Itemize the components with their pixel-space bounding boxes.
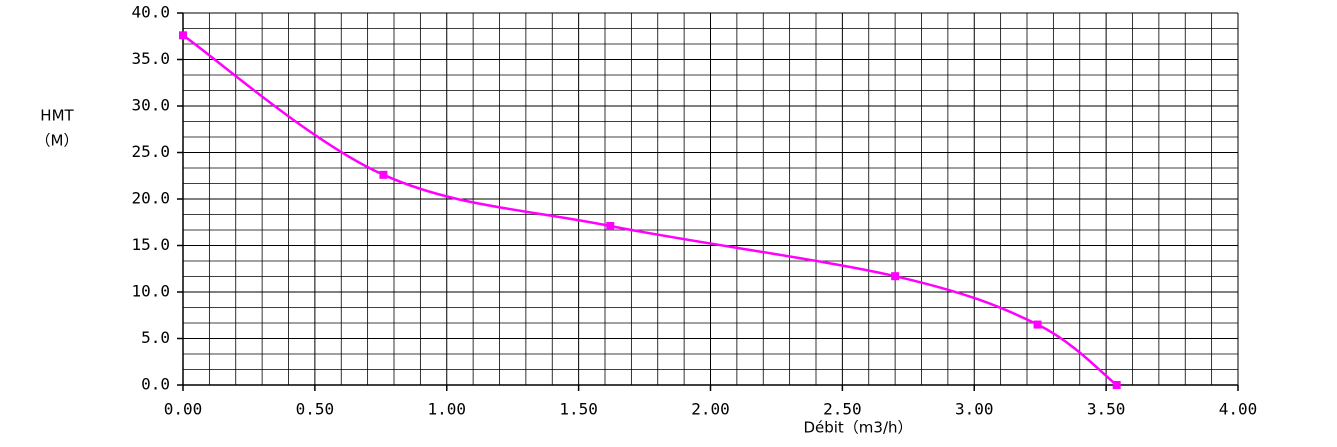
x-tick-label: 1.50 — [559, 400, 598, 419]
x-tick-label: 0.50 — [296, 400, 335, 419]
x-tick-label: 0.00 — [164, 400, 203, 419]
x-tick-label: 3.00 — [955, 400, 994, 419]
curve — [182, 34, 1118, 386]
y-tick-label: 15.0 — [131, 235, 170, 254]
marker — [379, 170, 388, 179]
marker — [1033, 320, 1042, 329]
x-tick-label: 1.00 — [427, 400, 466, 419]
x-axis-title: Débit（m3/h） — [803, 419, 912, 437]
x-tick-label: 2.50 — [823, 400, 862, 419]
y-tick-label: 5.0 — [141, 328, 170, 347]
x-tick-label: 4.00 — [1219, 400, 1258, 419]
marker — [1112, 381, 1121, 389]
x-tick-label: 2.00 — [691, 400, 730, 419]
y-tick-label: 40.0 — [131, 3, 170, 22]
x-tick-label: 3.50 — [1087, 400, 1126, 419]
y-tick-label: 10.0 — [131, 282, 170, 301]
marker — [179, 31, 187, 40]
y-axis-unit: （M） — [36, 132, 79, 150]
y-tick-label: 20.0 — [131, 189, 170, 208]
y-tick-label: 30.0 — [131, 96, 170, 115]
y-tick-label: 0.0 — [141, 375, 170, 394]
y-axis-title: HMT — [40, 107, 74, 125]
marker — [606, 221, 615, 230]
y-tick-label: 25.0 — [131, 142, 170, 161]
marker — [891, 272, 900, 281]
y-tick-label: 35.0 — [131, 49, 170, 68]
